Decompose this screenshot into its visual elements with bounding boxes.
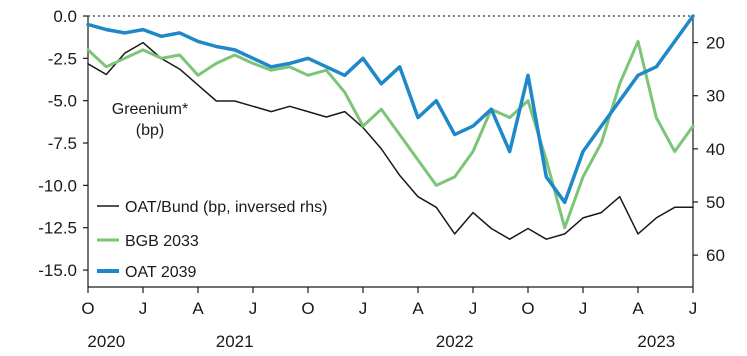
annotation-line-2: (bp): [136, 122, 164, 139]
left-tick-label: -12.5: [38, 219, 77, 238]
x-month-label: J: [469, 299, 478, 318]
x-month-label: J: [249, 299, 258, 318]
right-tick-label: 30: [706, 87, 725, 106]
left-tick-label: 0.0: [53, 7, 77, 26]
plot-frame: [87, 15, 694, 288]
right-tick-label: 50: [706, 193, 725, 212]
greenium-annotation: Greenium* (bp): [112, 101, 188, 139]
x-month-label: A: [632, 299, 644, 318]
x-year-label: 2021: [216, 332, 254, 351]
x-month-label: A: [192, 299, 204, 318]
x-month-label: J: [139, 299, 148, 318]
x-month-label: O: [521, 299, 534, 318]
right-tick-label: 60: [706, 246, 725, 265]
legend-label-oat-bund: OAT/Bund (bp, inversed rhs): [125, 199, 327, 216]
series-line-oat-bund-bp-inversed-rhs: [87, 41, 694, 240]
legend-label-oat-2039: OAT 2039: [125, 264, 197, 281]
x-month-label: O: [301, 299, 314, 318]
x-year-label: 2022: [436, 332, 474, 351]
series-line-bgb-2033: [86, 39, 695, 230]
x-month-label: A: [412, 299, 424, 318]
right-tick-label: 20: [706, 34, 725, 53]
left-tick-label: -2.5: [48, 49, 77, 68]
left-tick-label: -15.0: [38, 261, 77, 280]
x-month-label: J: [689, 299, 698, 318]
x-month-label: O: [81, 299, 94, 318]
left-tick-label: -7.5: [48, 134, 77, 153]
x-month-label: J: [579, 299, 588, 318]
right-tick-label: 40: [706, 140, 725, 159]
x-year-label: 2023: [637, 332, 675, 351]
x-month-label: J: [359, 299, 368, 318]
annotation-line-1: Greenium*: [112, 101, 188, 118]
series-layer: [86, 14, 695, 240]
legend: OAT/Bund (bp, inversed rhs) BGB 2033 OAT…: [97, 199, 327, 281]
left-axis: 0.0 -2.5 -5.0 -7.5 -10.0 -12.5 -15.0: [38, 7, 88, 280]
right-axis: 20 30 40 50 60: [693, 34, 725, 265]
left-tick-label: -5.0: [48, 92, 77, 111]
legend-label-bgb-2033: BGB 2033: [125, 233, 199, 250]
left-tick-label: -10.0: [38, 176, 77, 195]
x-axis: O J A J O J A J O J A J 2020 2021 2022 2023: [81, 287, 697, 351]
x-year-label: 2020: [87, 332, 125, 351]
series-line-oat-2039: [86, 14, 695, 205]
